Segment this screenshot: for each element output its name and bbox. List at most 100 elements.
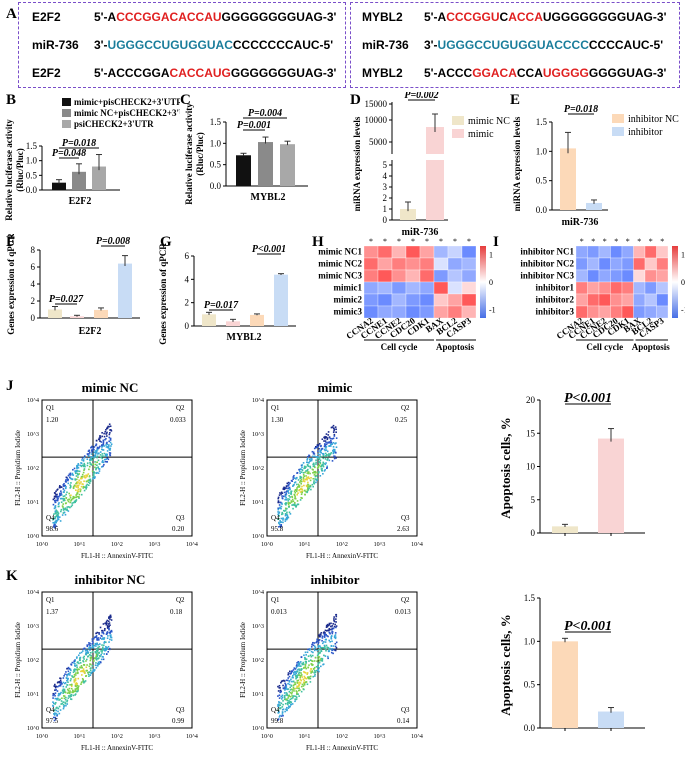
flow-event [95,443,98,446]
flow-event [308,664,310,666]
heatmap-row-label: inhibitor3 [535,307,574,317]
flow-event [318,652,320,654]
heatmap-cell [656,269,669,283]
flow-event [107,645,110,648]
flow-event [99,440,101,443]
flow-event [284,682,286,685]
flow-event [80,681,83,684]
flow-event [79,490,82,493]
bar [560,148,576,210]
flow-event [279,691,281,694]
flow-event [334,426,337,428]
flow-event [286,706,288,709]
heatmap-cell [598,245,611,259]
flow-event [319,461,321,464]
flow-event [302,661,305,664]
flow-event [278,512,280,515]
heatmap-cell [621,269,634,283]
flow-event [84,486,86,489]
flow-event [315,456,318,458]
flow-event [93,636,96,639]
flow-event [291,695,293,697]
y-tick-label: 10^0 [252,534,264,540]
flow-event [332,645,335,647]
flow-event [331,631,333,633]
flow-event [333,619,335,622]
flow-event [311,450,314,453]
flow-event [282,684,284,687]
flow-event [69,472,72,475]
heatmap-cell [610,257,623,271]
flow-event [99,661,102,664]
flow-event [91,671,93,674]
flow-event [59,692,62,695]
heatmap-cell [419,293,435,307]
flow-event [278,684,281,687]
flow-event [320,648,322,651]
flow-event [98,438,101,441]
flow-event [109,439,112,441]
flow-event [300,468,302,470]
flow-event [75,486,78,488]
flow-event [57,514,59,516]
flow-event [77,654,80,657]
sequence-segment: 3'- [424,38,438,52]
flow-event [66,703,69,705]
x-axis-label: miR-736 [562,217,599,228]
flow-event [106,431,108,434]
flow-event [89,663,91,665]
quadrant-name: Q2 [401,596,410,604]
flow-event [287,490,289,493]
flow-event [101,461,104,463]
flow-event [101,446,103,448]
flow-event [73,500,76,503]
flow-event [54,521,56,524]
flow-event [58,699,60,701]
flow-event [64,682,67,684]
flow-event [298,485,301,487]
flow-event [76,466,79,468]
flow-event [279,501,282,504]
flow-event [306,683,309,686]
flow-event [85,653,88,656]
flow-event [327,655,329,658]
flow-event [288,706,291,708]
flow-event [62,685,65,688]
flow-event [291,680,293,683]
flow-event [100,658,103,661]
flow-event [285,491,288,493]
flow-event [310,655,313,658]
flow-event [279,492,281,494]
flow-event [58,693,61,696]
y-tick-label: 2 [383,193,388,203]
flow-event [56,685,59,688]
bar [400,209,416,220]
flow-event [296,477,298,479]
flow-event [88,643,90,646]
heatmap-cell [433,269,449,283]
flow-event [101,629,104,632]
flow-event [107,626,109,629]
heatmap-cell [363,269,379,283]
bar [226,321,240,326]
flow-event [65,704,67,707]
flow-event [330,644,333,647]
flow-event [303,466,306,468]
flow-event [282,700,284,702]
flow-event [295,698,298,700]
flow-event [325,433,328,435]
flow-event [109,630,112,633]
flow-event [69,486,72,488]
flow-event [76,668,78,671]
flow-event [285,679,288,682]
flow-event [69,691,71,694]
flow-event [96,637,98,640]
flow-event [91,638,94,640]
flow-event [332,441,335,444]
flow-event [313,465,316,467]
flow-event [278,522,280,524]
y-tick-label: 10^1 [27,500,39,506]
flow-event [55,697,58,700]
flow-event [302,476,305,479]
flow-event [292,684,295,687]
